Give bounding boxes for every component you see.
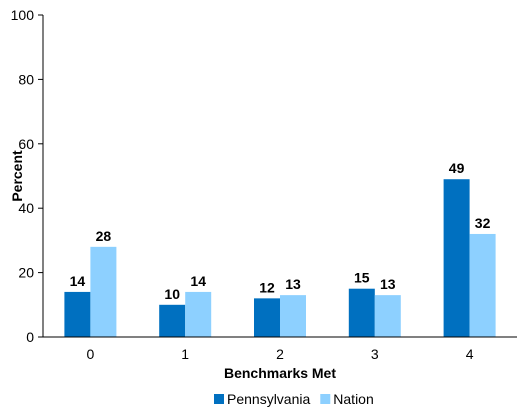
bar-nation-1: [185, 291, 212, 337]
data-label-pennsylvania-2: 12: [259, 279, 275, 295]
data-label-pennsylvania-0: 14: [70, 273, 86, 289]
bar-pennsylvania-2: [254, 298, 280, 337]
bar-pennsylvania-4: [443, 179, 470, 337]
y-tick-label: 40: [18, 200, 34, 216]
x-tick-label: 3: [371, 346, 379, 362]
x-tick-label: 4: [466, 346, 474, 362]
legend: Pennsylvania Nation: [214, 391, 374, 407]
x-axis-ticks: 0 1 2 3 4: [87, 346, 474, 362]
bar-pennsylvania-3: [348, 288, 375, 337]
x-tick-label: 1: [181, 346, 189, 362]
y-tick-label: 100: [11, 7, 35, 23]
bar-pennsylvania-1: [159, 304, 186, 337]
y-tick-label: 60: [18, 136, 34, 152]
legend-swatch-pennsylvania: [214, 394, 224, 404]
legend-label-nation: Nation: [333, 391, 373, 407]
data-label-pennsylvania-4: 49: [449, 160, 465, 176]
legend-label-pennsylvania: Pennsylvania: [227, 391, 310, 407]
legend-swatch-nation: [320, 394, 331, 404]
y-tick-label: 0: [26, 329, 34, 345]
data-label-pennsylvania-1: 10: [164, 286, 180, 302]
y-axis-title: Percent: [9, 150, 25, 202]
data-label-nation-4: 32: [475, 215, 491, 231]
data-label-nation-0: 28: [96, 228, 112, 244]
data-label-nation-1: 14: [190, 273, 206, 289]
bar-nation-3: [374, 295, 401, 337]
bars: [64, 179, 496, 337]
data-label-nation-3: 13: [380, 276, 396, 292]
data-labels: 14 28 10 14 12 13 15 13 49 32: [70, 160, 491, 302]
y-axis-ticks: 0 20 40 60 80 100: [11, 7, 43, 345]
y-tick-label: 80: [18, 71, 34, 87]
y-tick-label: 20: [18, 265, 34, 281]
bar-nation-2: [280, 295, 306, 337]
bar-nation-4: [469, 233, 496, 337]
bar-pennsylvania-0: [64, 291, 91, 337]
x-axis-title: Benchmarks Met: [224, 365, 336, 381]
x-tick-label: 0: [87, 346, 95, 362]
bar-nation-0: [90, 246, 117, 337]
data-label-nation-2: 13: [285, 276, 301, 292]
x-tick-label: 2: [276, 346, 284, 362]
data-label-pennsylvania-3: 15: [354, 270, 370, 286]
